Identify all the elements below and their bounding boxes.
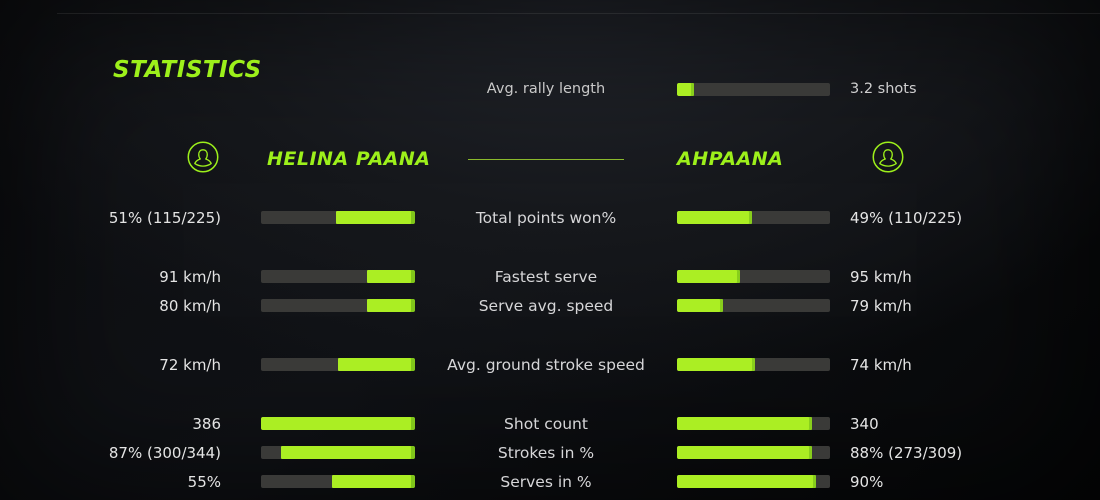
bar-fill bbox=[261, 417, 415, 430]
stats-block: 51% (115/225) Total points won% 49% (110… bbox=[0, 203, 1100, 496]
left-stat-bar bbox=[261, 446, 415, 459]
right-stat-bar bbox=[677, 299, 830, 312]
bar-fill bbox=[677, 270, 740, 283]
stat-label: Strokes in % bbox=[497, 443, 595, 462]
stat-row-ground-stroke-speed: 72 km/h Avg. ground stroke speed 74 km/h bbox=[0, 350, 1100, 379]
bar-fill bbox=[336, 211, 415, 224]
bar-fill bbox=[677, 82, 694, 96]
stat-label: Total points won% bbox=[475, 208, 617, 227]
left-value: 91 km/h bbox=[159, 267, 221, 286]
bar-fill bbox=[677, 299, 723, 312]
right-value: 88% (273/309) bbox=[850, 443, 963, 462]
right-value: 95 km/h bbox=[850, 267, 912, 286]
center-divider-line bbox=[468, 158, 624, 160]
player-name-left: HELINA PAANA bbox=[267, 148, 431, 170]
bar-fill bbox=[367, 299, 415, 312]
right-stat-bar bbox=[677, 446, 830, 459]
stat-label: Avg. ground stroke speed bbox=[447, 355, 645, 374]
stat-row-serve-avg-speed: 80 km/h Serve avg. speed 79 km/h bbox=[0, 291, 1100, 320]
rally-length-label: Avg. rally length bbox=[486, 81, 606, 97]
bar-track bbox=[261, 358, 415, 371]
stat-label: Serve avg. speed bbox=[478, 296, 614, 315]
stat-row-total-points: 51% (115/225) Total points won% 49% (110… bbox=[0, 203, 1100, 232]
stat-row-fastest-serve: 91 km/h Fastest serve 95 km/h bbox=[0, 262, 1100, 291]
stat-row-strokes-in: 87% (300/344) Strokes in % 88% (273/309) bbox=[0, 438, 1100, 467]
right-value: 79 km/h bbox=[850, 296, 912, 315]
left-stat-bar bbox=[261, 270, 415, 283]
bar-fill bbox=[338, 358, 415, 371]
bar-track bbox=[261, 475, 415, 488]
bar-track bbox=[677, 270, 830, 283]
rally-length-row: Avg. rally length 3.2 shots bbox=[0, 79, 1100, 99]
stat-label: Serves in % bbox=[500, 472, 592, 491]
right-stat-bar bbox=[677, 358, 830, 371]
bar-track bbox=[677, 82, 830, 96]
stat-row-serves-in: 55% Serves in % 90% bbox=[0, 467, 1100, 496]
right-value: 340 bbox=[850, 414, 879, 433]
bar-track bbox=[261, 417, 415, 430]
stat-label: Shot count bbox=[504, 414, 588, 433]
bar-fill bbox=[331, 475, 415, 488]
stat-row-shot-count: 386 Shot count 340 bbox=[0, 409, 1100, 438]
bar-track bbox=[261, 446, 415, 459]
right-stat-bar bbox=[677, 417, 830, 430]
bar-track bbox=[677, 299, 830, 312]
bar-track bbox=[677, 446, 830, 459]
bar-fill bbox=[677, 417, 812, 430]
left-value: 55% bbox=[187, 472, 221, 491]
bar-track bbox=[677, 211, 830, 224]
bar-fill bbox=[281, 446, 415, 459]
bar-fill bbox=[677, 446, 812, 459]
top-divider-line bbox=[57, 13, 1100, 14]
right-stat-bar bbox=[677, 475, 830, 488]
left-value: 386 bbox=[192, 414, 221, 433]
left-stat-bar bbox=[261, 211, 415, 224]
player-name-right: AHPAANA bbox=[677, 148, 784, 170]
bar-track bbox=[677, 417, 830, 430]
left-stat-bar bbox=[261, 299, 415, 312]
right-stat-bar bbox=[677, 270, 830, 283]
rally-length-bar bbox=[677, 82, 830, 96]
bar-track bbox=[261, 270, 415, 283]
left-value: 51% (115/225) bbox=[108, 208, 221, 227]
left-value: 72 km/h bbox=[159, 355, 221, 374]
bar-fill bbox=[677, 358, 756, 371]
right-value: 74 km/h bbox=[850, 355, 912, 374]
left-value: 87% (300/344) bbox=[108, 443, 221, 462]
left-stat-bar bbox=[261, 358, 415, 371]
stat-label: Fastest serve bbox=[494, 267, 598, 286]
bar-track bbox=[677, 358, 830, 371]
person-icon bbox=[871, 140, 1100, 178]
players-header-row: HELINA PAANA AHPAANA bbox=[0, 140, 1100, 177]
bar-track bbox=[677, 475, 830, 488]
right-value: 49% (110/225) bbox=[850, 208, 963, 227]
bar-fill bbox=[677, 211, 752, 224]
left-value: 80 km/h bbox=[159, 296, 221, 315]
bar-fill bbox=[677, 475, 817, 488]
bar-fill bbox=[367, 270, 415, 283]
right-stat-bar bbox=[677, 211, 830, 224]
right-value: 90% bbox=[850, 472, 884, 491]
person-icon bbox=[186, 140, 220, 178]
page-title: STATISTICS bbox=[113, 57, 262, 84]
left-stat-bar bbox=[261, 475, 415, 488]
rally-length-value: 3.2 shots bbox=[850, 81, 917, 97]
bar-track bbox=[261, 211, 415, 224]
left-stat-bar bbox=[261, 417, 415, 430]
bar-track bbox=[261, 299, 415, 312]
